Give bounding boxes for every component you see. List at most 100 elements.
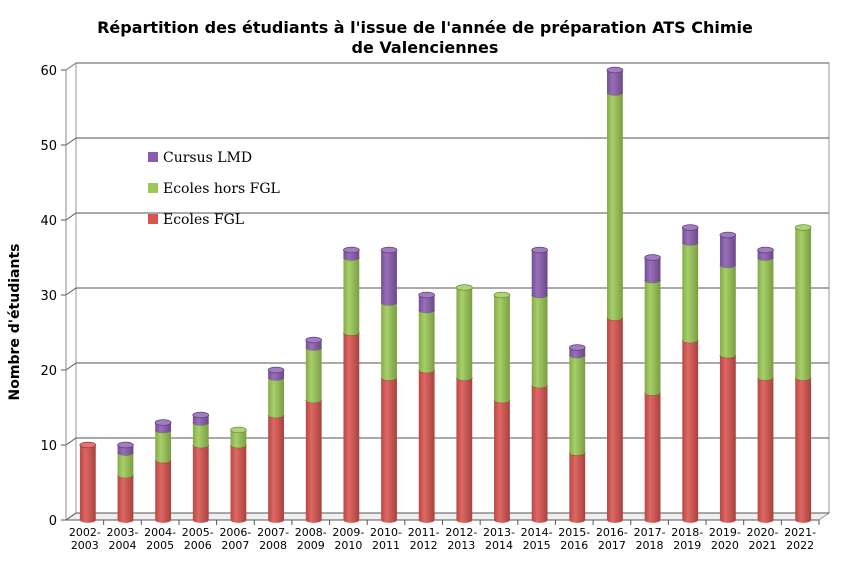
legend-entry: Cursus LMD xyxy=(163,150,252,166)
y-tick-label: 30 xyxy=(40,289,57,304)
bar-segment xyxy=(531,385,548,523)
bar-segment xyxy=(343,332,360,523)
bar-top-cap xyxy=(644,254,661,261)
gridline-side xyxy=(65,362,77,371)
bar-top-cap xyxy=(757,246,774,254)
bar-top-cap xyxy=(79,441,97,449)
bar-segment xyxy=(418,295,435,313)
bar-segment xyxy=(117,475,134,523)
bar-top-cap xyxy=(380,246,398,254)
bar-segment xyxy=(795,227,812,381)
legend-swatch xyxy=(148,152,158,162)
bar-top-cap xyxy=(418,291,435,299)
x-tick-label: 2009- xyxy=(332,526,364,539)
x-tick-label: 2020- xyxy=(747,526,779,539)
bar-segment xyxy=(155,430,172,463)
y-tick-label: 50 xyxy=(40,139,57,154)
x-tick-label: 2022 xyxy=(786,539,814,552)
y-tick-label: 60 xyxy=(40,64,57,79)
bar-segment xyxy=(192,445,209,523)
bar-segment xyxy=(268,415,284,523)
bar-segment xyxy=(644,280,661,396)
x-tick-label: 2012 xyxy=(410,539,438,552)
x-tick-label: 2006- xyxy=(219,526,251,539)
x-tick-label: 2005 xyxy=(146,539,174,552)
x-tick-label: 2021 xyxy=(749,539,777,552)
x-tick-label: 2014 xyxy=(485,539,513,552)
x-tick-label: 2015- xyxy=(558,526,590,539)
x-tick-label: 2016 xyxy=(560,539,588,552)
bar-top-cap xyxy=(305,336,323,344)
legend: Cursus LMD Ecoles hors FGL Ecoles FGL xyxy=(148,150,280,228)
bar-top-cap xyxy=(117,441,134,449)
bar-segment xyxy=(418,370,435,523)
bar-segment xyxy=(795,377,812,523)
legend-entry: Ecoles hors FGL xyxy=(163,181,280,197)
bar-segment xyxy=(494,400,510,523)
bar-segment xyxy=(79,445,96,523)
y-tick-label: 10 xyxy=(40,439,57,454)
bar-segment xyxy=(719,235,736,268)
legend-entry: Ecoles FGL xyxy=(163,212,244,228)
x-tick-label: 2008 xyxy=(259,539,287,552)
bar-segment xyxy=(682,340,699,523)
x-tick-label: 2014- xyxy=(521,526,553,539)
x-tick-label: 2003 xyxy=(71,539,99,552)
bar-top-cap xyxy=(192,411,210,419)
bar-top-cap xyxy=(456,284,473,291)
x-tick-label: 2016- xyxy=(596,526,628,539)
bar-segment xyxy=(230,430,247,448)
bar-segment xyxy=(343,257,360,336)
gridline-side xyxy=(65,137,77,146)
bar-segment xyxy=(531,295,548,388)
legend-swatch xyxy=(148,214,158,224)
bar-segment xyxy=(607,317,623,523)
bar-top-cap xyxy=(606,66,624,74)
x-tick-label: 2012- xyxy=(445,526,477,539)
bar-segment xyxy=(682,227,699,246)
x-tick-label: 2019 xyxy=(673,539,701,552)
bar-top-cap xyxy=(794,224,812,231)
bar-segment xyxy=(155,460,172,523)
y-tick-label: 20 xyxy=(40,364,57,379)
bar-segment xyxy=(381,377,397,523)
bar-segment xyxy=(418,310,435,373)
x-tick-label: 2007 xyxy=(221,539,249,552)
x-tick-label: 2015 xyxy=(523,539,551,552)
bar-segment xyxy=(117,452,134,478)
plot-area: 01020304050602002-20032003-20042004-2005… xyxy=(40,62,831,552)
x-tick-label: 2020 xyxy=(711,539,739,552)
bar-segment xyxy=(682,242,699,343)
y-tick-label: 0 xyxy=(49,514,57,529)
x-tick-label: 2004 xyxy=(108,539,136,552)
bar-segment xyxy=(456,377,473,523)
x-tick-label: 2013 xyxy=(447,539,475,552)
bar-segment xyxy=(305,400,322,523)
x-tick-label: 2006 xyxy=(184,539,212,552)
legend-swatch xyxy=(148,183,158,193)
bar-top-cap xyxy=(531,246,548,254)
chart-title-line-1: Répartition des étudiants à l'issue de l… xyxy=(97,18,753,37)
bar-segment xyxy=(607,70,623,96)
bar-segment xyxy=(494,295,510,403)
bar-segment xyxy=(381,250,397,306)
bar-segment xyxy=(381,302,397,381)
x-tick-label: 2005- xyxy=(182,526,214,539)
gridline-side xyxy=(65,437,77,446)
bar-segment xyxy=(569,355,586,456)
bar-segment xyxy=(230,445,247,523)
y-tick-label: 40 xyxy=(40,214,57,229)
x-tick-label: 2009 xyxy=(297,539,325,552)
x-tick-label: 2008- xyxy=(295,526,327,539)
x-tick-label: 2011 xyxy=(372,539,400,552)
gridline-side xyxy=(65,212,77,221)
x-tick-label: 2018- xyxy=(671,526,703,539)
x-tick-label: 2003- xyxy=(106,526,138,539)
plot-floor xyxy=(64,512,831,521)
x-tick-label: 2002- xyxy=(69,526,101,539)
bar-top-cap xyxy=(568,344,586,351)
bar-top-cap xyxy=(343,246,360,254)
x-tick-label: 2004- xyxy=(144,526,176,539)
bar-segment xyxy=(268,377,284,418)
